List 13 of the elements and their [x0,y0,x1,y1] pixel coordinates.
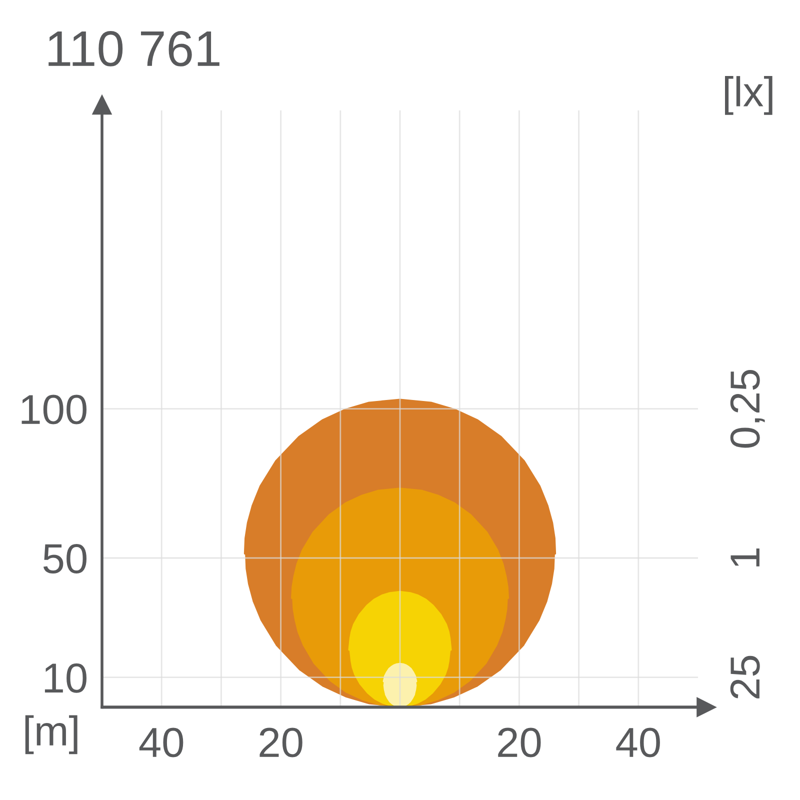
y-tick-label: 50 [43,544,86,574]
x-tick-label: 20 [498,728,541,758]
text: 0,25 [730,370,765,448]
text: 25 [730,656,760,698]
x-axis-title: [m] [25,715,78,754]
y-tick-label: 10 [44,663,86,693]
text: [lx] [725,76,772,115]
x-tick-label: 40 [616,728,660,758]
text: 1 [730,548,760,566]
y-tick-label: 100 [22,394,86,424]
x-tick-label: 20 [260,728,302,758]
chart-title: 110 761 [48,31,220,66]
x-tick-label: 40 [139,728,184,758]
